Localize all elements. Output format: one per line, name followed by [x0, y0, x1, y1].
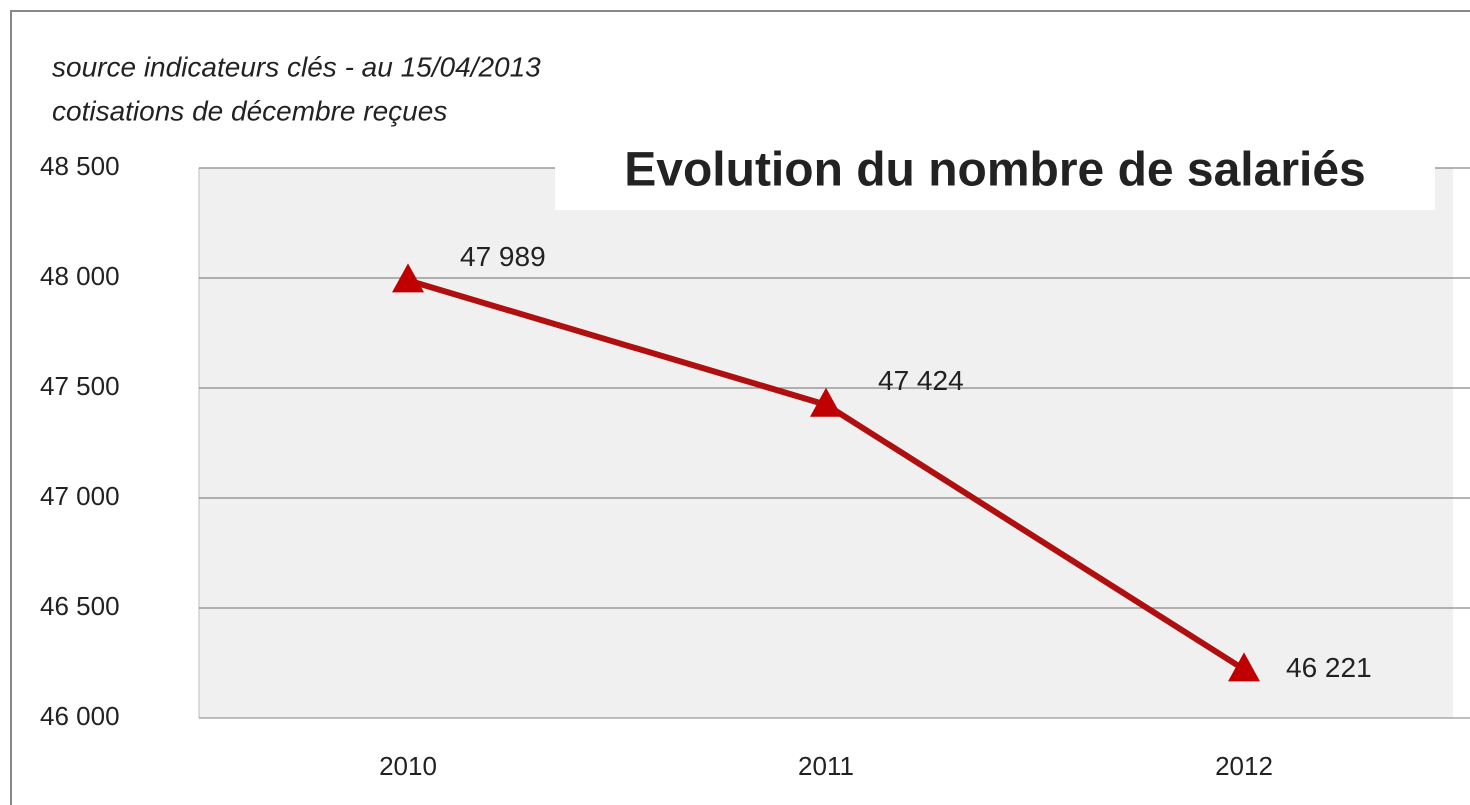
x-tick-label: 2012 — [1215, 751, 1273, 781]
data-label: 46 221 — [1286, 652, 1372, 683]
y-tick-label: 46 500 — [40, 591, 120, 621]
marker — [392, 263, 424, 293]
plot-layer: 46 000 46 500 47 000 47 500 48 000 48 500 2010… — [40, 151, 1470, 781]
marker — [1228, 652, 1260, 682]
title-box — [555, 140, 1435, 210]
x-tick-label: 2011 — [798, 751, 854, 781]
subtitle: source indicateurs clés - au 15/04/2013 — [52, 51, 541, 82]
data-label: 47 424 — [878, 365, 964, 396]
plot-area — [199, 168, 1453, 718]
x-tick-label: 2010 — [379, 751, 437, 781]
y-tick-label: 48 000 — [40, 261, 120, 291]
marker — [810, 387, 842, 417]
chart-title: Evolution du nombre de salariés — [624, 144, 1366, 197]
y-tick-label: 47 000 — [40, 481, 120, 511]
y-tick-label: 46 000 — [40, 701, 120, 731]
data-label: 47 989 — [460, 241, 546, 272]
y-tick-label: 48 500 — [40, 151, 120, 181]
y-tick-label: 47 500 — [40, 371, 120, 401]
subtitle: cotisations de décembre reçues — [52, 95, 447, 126]
